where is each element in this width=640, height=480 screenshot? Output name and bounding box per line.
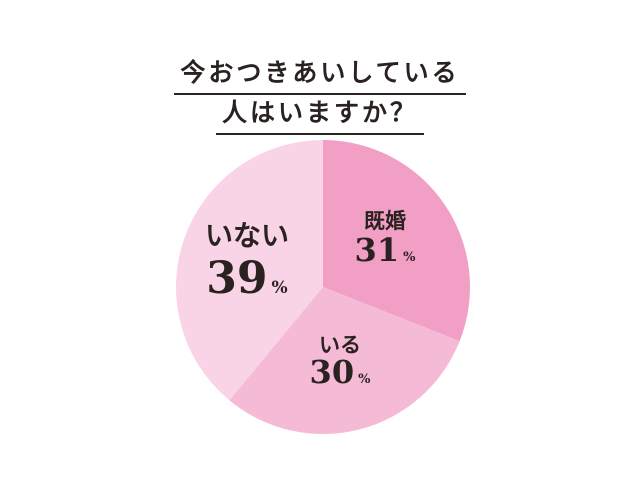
pie-slice-0 (323, 140, 471, 342)
slice-label-1: いる (319, 333, 361, 357)
percent-unit: % (403, 250, 416, 265)
pie-slice-1 (229, 287, 460, 434)
slice-label-2: いない (205, 219, 289, 252)
pie-slice-2 (176, 140, 323, 401)
chart-title-line-1: 今おつきあいしている (0, 53, 640, 95)
percent-unit: % (272, 278, 288, 298)
slice-value-1: 30% (310, 353, 372, 391)
chart-title-line-2: 人はいますか？ (0, 93, 640, 135)
percent-unit: % (358, 372, 371, 387)
slice-label-0: 既婚 (364, 209, 406, 233)
